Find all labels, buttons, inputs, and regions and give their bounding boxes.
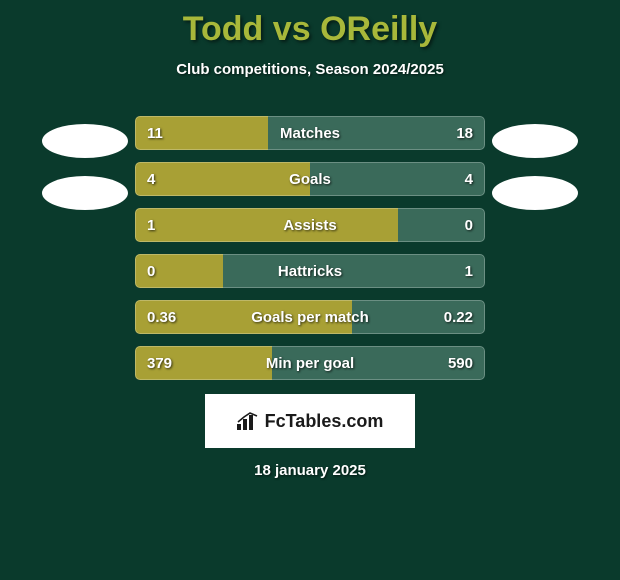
logo-box: FcTables.com: [205, 394, 415, 448]
stat-label: Min per goal: [205, 355, 415, 372]
stat-value-left: 0.36: [135, 309, 205, 326]
stat-value-left: 379: [135, 355, 205, 372]
stat-label: Assists: [205, 217, 415, 234]
stat-label: Goals: [205, 171, 415, 188]
player1-avatar-col: [35, 116, 135, 210]
page-title: Todd vs OReilly: [0, 0, 620, 49]
stat-value-left: 1: [135, 217, 205, 234]
logo-text: FcTables.com: [265, 411, 384, 432]
stat-row: 4Goals4: [135, 162, 485, 196]
player1-avatar-2: [42, 176, 128, 210]
stat-row: 379Min per goal590: [135, 346, 485, 380]
subtitle: Club competitions, Season 2024/2025: [0, 61, 620, 78]
bar-chart-icon: [237, 412, 259, 430]
stat-row: 0Hattricks1: [135, 254, 485, 288]
stat-value-right: 0.22: [415, 309, 485, 326]
date-line: 18 january 2025: [0, 462, 620, 479]
player2-avatar-2: [492, 176, 578, 210]
stat-row: 1Assists0: [135, 208, 485, 242]
stat-value-left: 4: [135, 171, 205, 188]
stats-area: 11Matches184Goals41Assists00Hattricks10.…: [0, 116, 620, 380]
stat-value-right: 1: [415, 263, 485, 280]
stat-row: 0.36Goals per match0.22: [135, 300, 485, 334]
stat-value-left: 11: [135, 125, 205, 142]
stat-label: Matches: [205, 125, 415, 142]
vs-separator: vs: [273, 10, 311, 48]
stat-label: Goals per match: [205, 309, 415, 326]
player1-name: Todd: [183, 10, 264, 48]
player2-name: OReilly: [320, 10, 437, 48]
stat-bars: 11Matches184Goals41Assists00Hattricks10.…: [135, 116, 485, 380]
stat-label: Hattricks: [205, 263, 415, 280]
stat-value-right: 4: [415, 171, 485, 188]
player1-avatar-1: [42, 124, 128, 158]
stat-value-left: 0: [135, 263, 205, 280]
player2-avatar-1: [492, 124, 578, 158]
stat-value-right: 18: [415, 125, 485, 142]
stat-value-right: 590: [415, 355, 485, 372]
player2-avatar-col: [485, 116, 585, 210]
comparison-card: Todd vs OReilly Club competitions, Seaso…: [0, 0, 620, 580]
stat-row: 11Matches18: [135, 116, 485, 150]
stat-value-right: 0: [415, 217, 485, 234]
